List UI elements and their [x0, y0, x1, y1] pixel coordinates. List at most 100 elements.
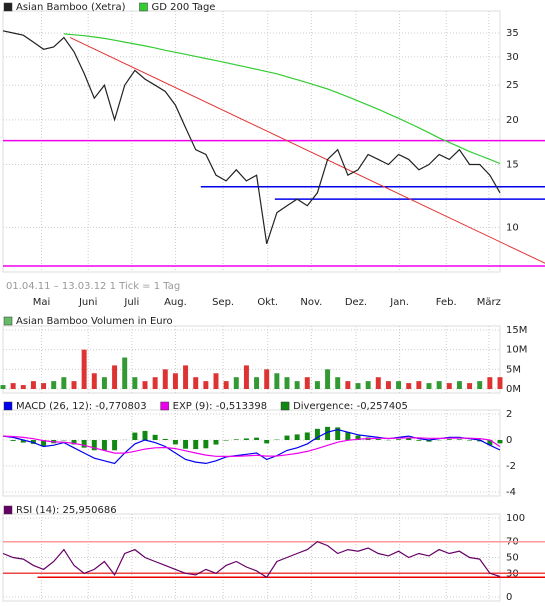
bar — [314, 428, 320, 440]
bar — [426, 440, 432, 442]
bar — [497, 377, 503, 389]
bar — [325, 369, 331, 389]
bar — [487, 440, 493, 446]
bar — [416, 440, 422, 441]
bar — [254, 437, 260, 440]
bar — [91, 373, 97, 389]
y-tick-label: 25 — [506, 80, 519, 91]
bar — [203, 440, 209, 449]
bar — [385, 381, 391, 389]
bar — [91, 440, 97, 451]
bar — [41, 440, 47, 446]
bar — [456, 439, 462, 440]
bar — [294, 381, 300, 389]
bar — [345, 381, 351, 389]
panel-frame — [2, 325, 501, 394]
bar — [213, 373, 219, 389]
series-line — [2, 428, 501, 465]
bar — [10, 383, 16, 389]
series-line — [63, 33, 501, 165]
bar — [243, 438, 249, 440]
bar — [51, 381, 57, 389]
panel-frame — [2, 10, 501, 273]
bar — [172, 373, 178, 389]
x-tick-label: Feb. — [436, 297, 457, 308]
bar — [467, 440, 473, 441]
bar — [436, 381, 442, 389]
bar — [254, 377, 260, 389]
x-tick-label: März — [477, 297, 501, 308]
bar — [284, 435, 290, 440]
bar — [81, 440, 87, 448]
legend-label: GD 200 Tage — [151, 2, 215, 13]
legend-swatch — [3, 316, 13, 326]
legend-swatch — [3, 505, 13, 515]
panel-frame — [2, 513, 501, 602]
legend-label: MACD (26, 12): -0,770803 — [16, 401, 147, 412]
legend-swatch — [280, 401, 290, 411]
bar — [162, 438, 168, 440]
bar — [223, 381, 229, 389]
bar — [193, 440, 199, 450]
bar — [375, 377, 381, 389]
bar — [101, 440, 107, 451]
y-tick-label: 50 — [506, 553, 519, 564]
bar — [183, 365, 189, 389]
series-line — [2, 30, 501, 244]
date-range-note: 01.04.11 – 13.03.12 1 Tick = 1 Tag — [6, 281, 180, 292]
trend-line — [69, 37, 545, 264]
legend-label: Asian Bamboo Volumen in Euro — [16, 316, 173, 327]
bar — [81, 349, 87, 389]
bar — [477, 440, 483, 442]
bar — [203, 381, 209, 389]
bar — [152, 434, 158, 440]
x-tick-label: Nov. — [300, 297, 322, 308]
bar — [314, 381, 320, 389]
bar — [30, 440, 36, 444]
legend-label: Asian Bamboo (Xetra) — [16, 2, 126, 13]
bar — [416, 381, 422, 389]
y-tick-label: -2 — [506, 461, 516, 472]
bar — [71, 440, 77, 445]
bar — [446, 383, 452, 389]
y-tick-label: 0 — [506, 435, 512, 446]
legend-swatch — [3, 401, 13, 411]
y-tick-label: -4 — [506, 487, 516, 498]
y-tick-label: 35 — [506, 28, 519, 39]
x-tick-label: Mai — [33, 297, 51, 308]
bar — [193, 377, 199, 389]
bar — [335, 377, 341, 389]
bar — [406, 438, 412, 440]
bar — [30, 381, 36, 389]
panel-frame — [2, 409, 501, 497]
bar — [406, 383, 412, 389]
series-line — [2, 541, 501, 579]
y-tick-label: 15 — [506, 159, 519, 170]
y-tick-label: 0 — [506, 592, 512, 603]
bar — [304, 432, 310, 440]
x-tick-label: Aug. — [164, 297, 187, 308]
bar — [152, 377, 158, 389]
bar — [355, 383, 361, 389]
bar — [213, 440, 219, 445]
bar — [264, 440, 270, 444]
bar — [467, 383, 473, 389]
bar — [456, 381, 462, 389]
bar — [132, 432, 138, 440]
x-tick-label: Juni — [78, 297, 97, 308]
bar — [172, 440, 178, 445]
y-tick-label: 30 — [506, 52, 519, 63]
y-tick-label: 100 — [506, 513, 525, 524]
bar — [71, 381, 77, 389]
bar — [497, 440, 503, 444]
x-tick-label: Juli — [123, 297, 139, 308]
y-tick-label: 5M — [506, 364, 521, 375]
bar — [274, 373, 280, 389]
bar — [325, 426, 331, 440]
y-tick-label: 2 — [506, 409, 512, 420]
y-tick-label: 10M — [506, 345, 527, 356]
bar — [132, 377, 138, 389]
bar — [61, 377, 67, 389]
bar — [183, 440, 189, 449]
